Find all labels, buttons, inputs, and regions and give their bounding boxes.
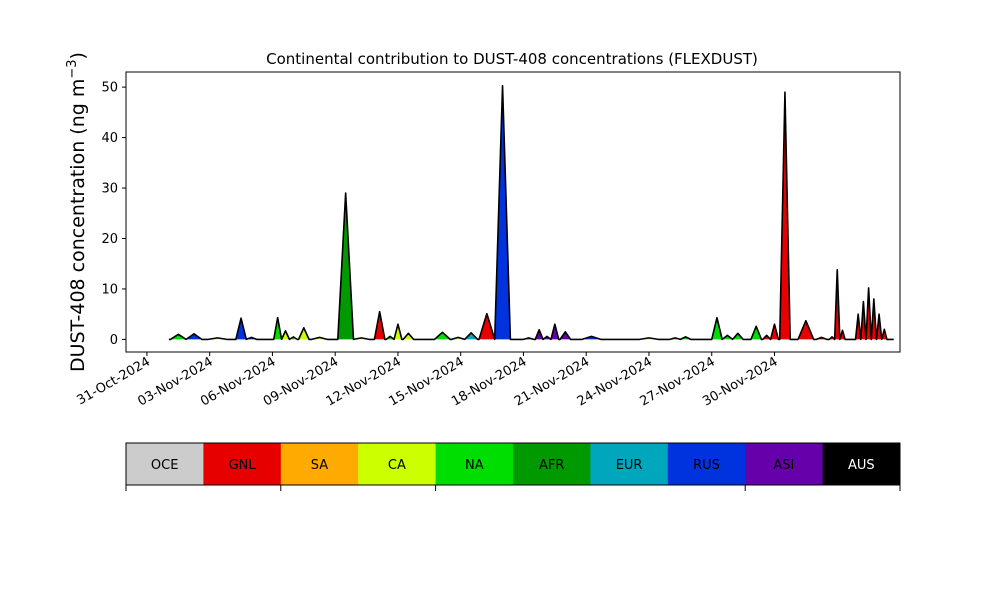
- y-axis-label: DUST-408 concentration (ng m−3): [65, 52, 89, 372]
- legend-swatch-na: [435, 443, 514, 485]
- legend-swatch-afr: [513, 443, 591, 485]
- legend-label-na: NA: [465, 458, 484, 473]
- area-peak-rus: [235, 318, 247, 340]
- legend-swatch-eur: [590, 443, 669, 485]
- legend-label-rus: RUS: [693, 458, 720, 473]
- legend-swatch-ca: [358, 443, 437, 485]
- area-peak-eur: [464, 332, 478, 340]
- area-peak-na: [170, 334, 187, 340]
- legend-label-sa: SA: [311, 458, 328, 473]
- y-tick-label: 50: [101, 81, 118, 96]
- area-peak-gnl: [779, 92, 791, 340]
- area-peak-na: [711, 317, 723, 340]
- legend-label-oce: OCE: [151, 458, 179, 473]
- legend-label-ca: CA: [388, 458, 406, 473]
- legend-label-eur: EUR: [616, 458, 643, 473]
- y-axis-label-close: ): [67, 52, 89, 59]
- area-peak-na: [434, 332, 451, 340]
- y-tick-label: 10: [101, 282, 118, 297]
- y-axis-label-superscript: −3: [65, 59, 80, 78]
- legend-label-aus: AUS: [848, 458, 875, 473]
- y-tick-label: 30: [101, 182, 118, 197]
- area-peak-asi: [550, 324, 559, 340]
- area-peak-rus: [494, 85, 511, 340]
- legend-swatch-oce: [126, 443, 204, 485]
- y-tick-label: 20: [101, 232, 118, 247]
- area-peak-gnl: [770, 324, 779, 340]
- legend-border: [125, 442, 901, 486]
- source-legend-colorbar: OCE GNL SA CA NA AFR EUR RUS ASI AUS: [125, 442, 901, 491]
- legend-label-afr: AFR: [539, 458, 564, 473]
- area-peak-ca: [281, 330, 290, 340]
- y-tick-label: 40: [101, 131, 118, 146]
- area-peak-na: [732, 333, 744, 340]
- area-peak-rus: [186, 333, 202, 340]
- area-peak-na: [750, 326, 762, 340]
- area-peak-gnl: [374, 311, 385, 340]
- legend-label-asi: ASI: [773, 458, 794, 473]
- legend-swatch-aus: [822, 443, 901, 485]
- legend-swatch-rus: [667, 443, 746, 485]
- y-axis-label-main: DUST-408 concentration (ng m: [67, 79, 89, 372]
- area-peak-ca: [298, 327, 310, 340]
- area-peak-asi: [560, 331, 571, 340]
- chart-title: Continental contribution to DUST-408 con…: [266, 50, 758, 68]
- legend-swatch-gnl: [203, 443, 282, 485]
- legend-label-gnl: GNL: [229, 458, 257, 473]
- y-tick-label: 0: [110, 333, 118, 348]
- area-peak-asi: [535, 329, 544, 340]
- area-peak-ca: [394, 324, 402, 340]
- area-peak-na: [273, 317, 282, 340]
- legend-swatch-sa: [280, 443, 359, 485]
- area-peak-gnl: [798, 320, 814, 340]
- legend-swatch-asi: [745, 443, 824, 485]
- total-concentration-line: [168, 84, 894, 341]
- y-axis: 0 10 20 30 40 50: [101, 81, 126, 348]
- area-peak-ca: [403, 333, 414, 340]
- area-peak-afr: [337, 193, 354, 340]
- plot-frame: [125, 71, 901, 353]
- area-peak-gnl: [479, 313, 495, 340]
